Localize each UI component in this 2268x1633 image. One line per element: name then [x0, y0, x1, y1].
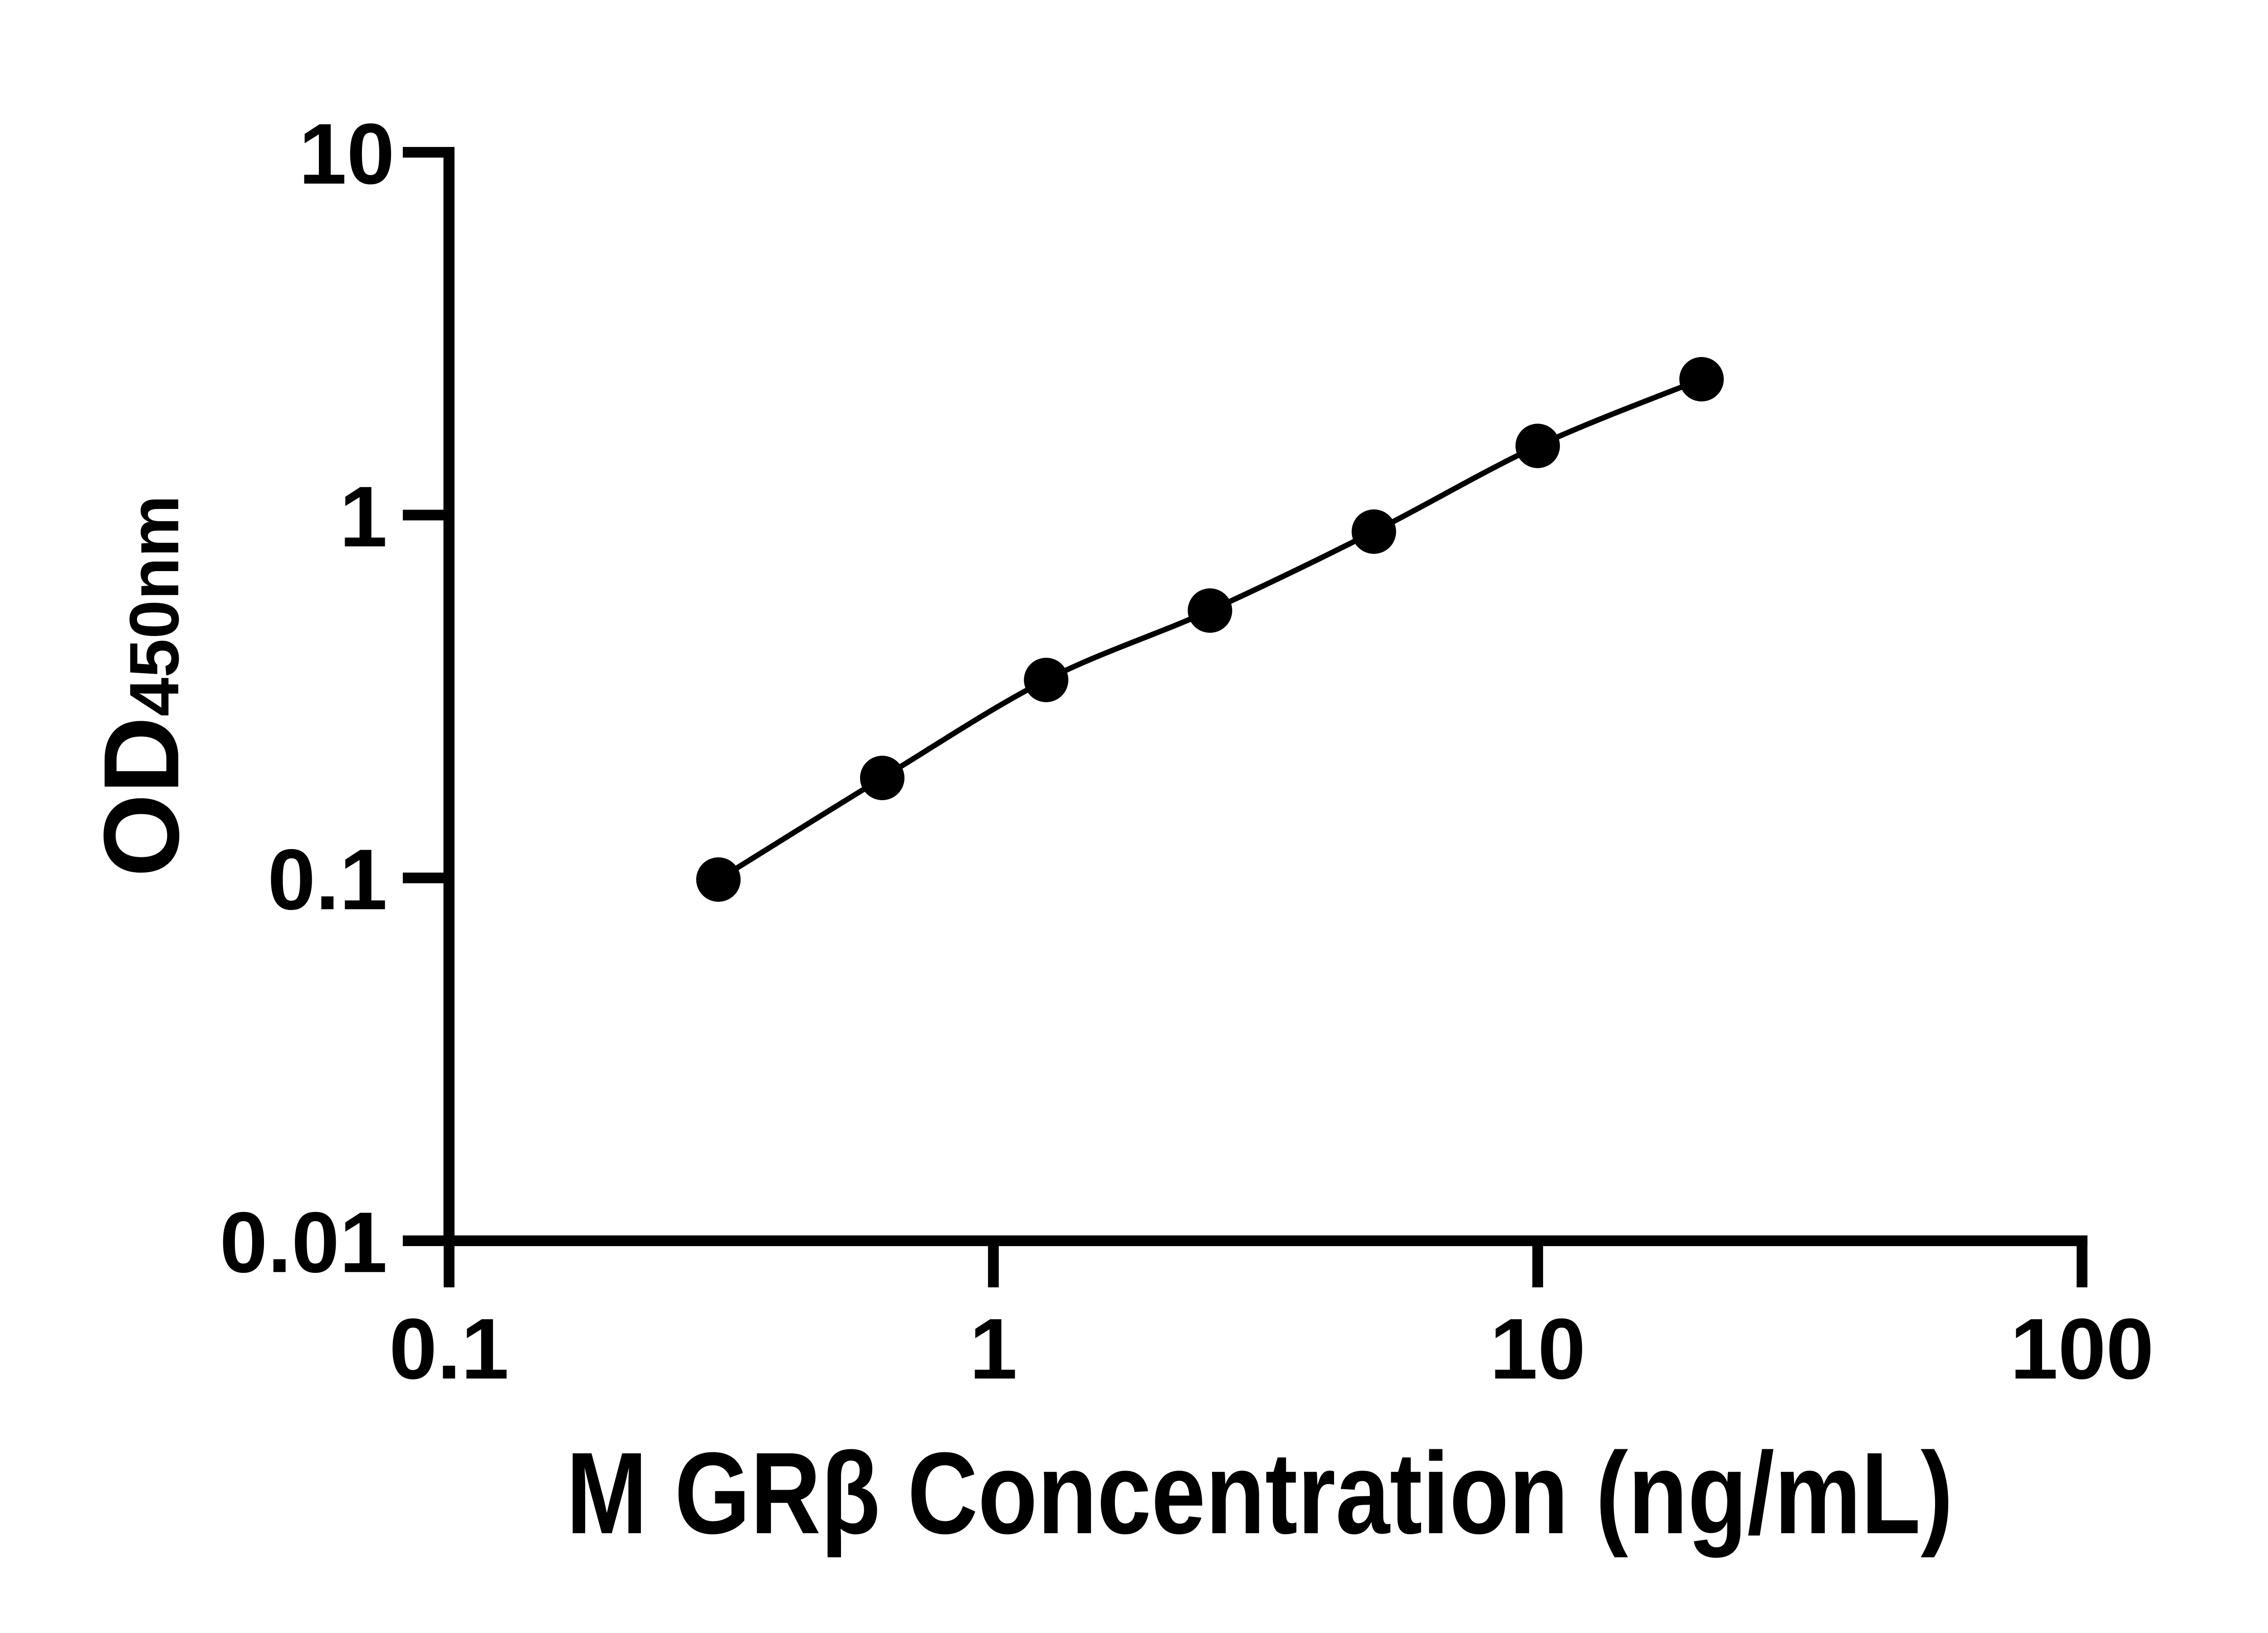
svg-text:1: 1: [339, 469, 387, 565]
svg-text:10: 10: [299, 106, 395, 202]
svg-text:10: 10: [1490, 1301, 1585, 1397]
svg-text:0.01: 0.01: [220, 1194, 387, 1291]
svg-text:1: 1: [969, 1301, 1017, 1397]
svg-text:0.1: 0.1: [268, 831, 387, 928]
svg-text:0.1: 0.1: [389, 1301, 509, 1397]
svg-text:M GRβ Concentration (ng/mL): M GRβ Concentration (ng/mL): [566, 1428, 1953, 1558]
svg-text:100: 100: [2010, 1301, 2154, 1397]
svg-text:OD450nm: OD450nm: [82, 495, 201, 877]
